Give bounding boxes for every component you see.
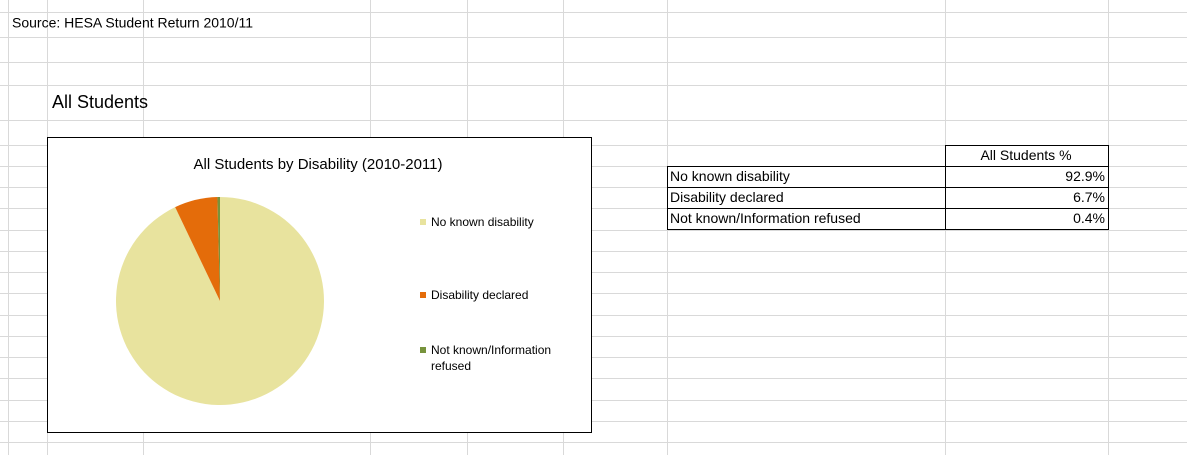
pie-slice	[175, 197, 220, 301]
row-value: 0.4%	[1073, 210, 1105, 226]
heading: All Students	[52, 92, 148, 112]
pie-slice	[217, 197, 220, 301]
legend-label: No known disability	[431, 215, 534, 229]
row-value: 6.7%	[1073, 189, 1105, 205]
legend-label: Not known/Information refused	[431, 343, 552, 373]
legend-swatch	[420, 347, 426, 353]
table-header: All Students %	[980, 147, 1071, 163]
row-value: 92.9%	[1065, 168, 1105, 184]
source-note: Source: HESA Student Return 2010/11	[12, 15, 253, 31]
row-label: Disability declared	[670, 189, 784, 205]
row-label: No known disability	[670, 168, 790, 184]
legend-swatch	[420, 219, 426, 225]
legend-label: Disability declared	[431, 288, 529, 302]
table-cell	[945, 208, 1109, 230]
legend-swatch	[420, 292, 426, 298]
row-label: Not known/Information refused	[670, 210, 861, 226]
chart-title: All Students by Disability (2010-2011)	[193, 156, 442, 173]
